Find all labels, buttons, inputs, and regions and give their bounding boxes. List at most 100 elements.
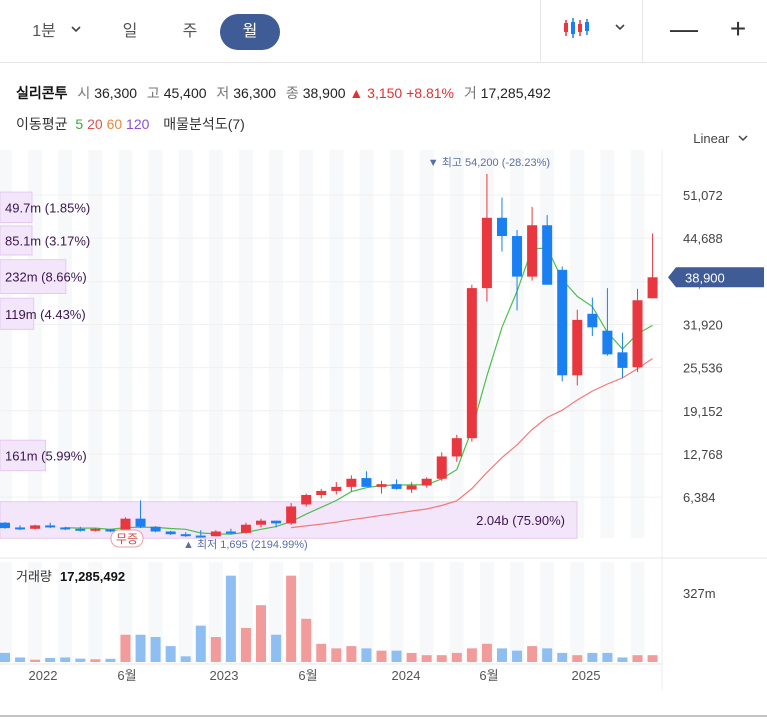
candle-body (45, 525, 56, 528)
candle-body (376, 484, 387, 487)
grid-column (510, 562, 525, 662)
candle-body (466, 288, 477, 439)
candle-body (195, 535, 206, 538)
candle-body (406, 485, 417, 490)
candle-body (587, 313, 598, 328)
grid-column (419, 150, 434, 538)
candle-body (481, 217, 492, 289)
candle-body (301, 494, 312, 505)
candle-body (120, 518, 131, 531)
candle-body (225, 531, 236, 534)
grid-column (389, 150, 404, 538)
candle-body (135, 518, 146, 527)
event-badge (110, 529, 144, 548)
x-tick-label: 6월 (298, 668, 317, 683)
grid-column (58, 150, 73, 538)
volume-panel-label: 거래량 (16, 569, 52, 584)
chevron-down-icon[interactable] (614, 21, 626, 36)
volume-bar (647, 655, 658, 662)
price-profile-bar (0, 225, 33, 256)
volume-bar (180, 656, 191, 662)
volume-bar (135, 634, 146, 662)
candlestick-icon[interactable] (560, 14, 592, 48)
price-profile-bar (0, 439, 47, 472)
ma-20[interactable]: 20 (87, 116, 103, 132)
y-tick-label: 19,152 (683, 404, 723, 419)
volume-bar (90, 659, 101, 662)
grid-column (510, 150, 525, 538)
candle-body (286, 506, 297, 524)
volume-bar (496, 648, 507, 662)
low-label: 저 (216, 85, 230, 101)
volume-bar (527, 646, 538, 662)
candle-body (0, 522, 10, 529)
grid-column (88, 562, 103, 662)
grid-column (570, 150, 585, 538)
scale-selector[interactable]: Linear (693, 131, 749, 146)
grid-column (208, 150, 223, 538)
price-profile-bar (0, 191, 33, 224)
volume-bar (617, 657, 628, 662)
candle-body (165, 531, 176, 535)
price-profile-bar (0, 259, 67, 295)
tab-month[interactable]: 월 (220, 14, 280, 50)
ma-5[interactable]: 5 (75, 116, 84, 132)
volume-bar (376, 650, 387, 662)
zoom-in-button[interactable]: + (729, 13, 747, 44)
volume-bar (481, 643, 492, 662)
divider (642, 0, 643, 62)
ma5-line (65, 247, 653, 535)
x-tick-label: 2024 (392, 668, 421, 683)
candle-body (331, 486, 342, 491)
high-note: ▼ 최고 54,200 (-28.23%) (428, 156, 550, 169)
candle-body (361, 478, 372, 487)
volume-bar (436, 655, 447, 662)
stock-summary: 실리콘투 시 36,300 고 45,400 저 36,300 종 38,900… (16, 83, 551, 103)
price-profile-label: 2.04b (75.90%) (476, 513, 565, 528)
price-profile-label: 49.7m (1.85%) (5, 200, 90, 215)
current-price-badge (668, 267, 764, 288)
x-tick-label: 6월 (479, 668, 498, 683)
grid-column (208, 562, 223, 662)
change-value: 3,150 (367, 85, 403, 101)
ma-60[interactable]: 60 (106, 116, 123, 132)
tab-interval[interactable]: 1분 (32, 23, 56, 40)
tab-week[interactable]: 주 (182, 23, 198, 40)
grid-column (118, 150, 133, 538)
grid-column (389, 562, 404, 662)
candle-body (256, 520, 267, 525)
grid-column (359, 150, 374, 538)
tab-day[interactable]: 일 (122, 23, 138, 40)
ma-label: 이동평균 (16, 116, 68, 132)
x-tick-label: 2023 (210, 668, 239, 683)
low-note: ▲ 최저 1,695 (2194.99%) (183, 538, 308, 551)
volume-bar (240, 627, 251, 662)
y-tick-label: 25,536 (683, 361, 723, 376)
high-value: 45,400 (163, 85, 207, 101)
chevron-down-icon[interactable] (70, 23, 82, 38)
candle-body (421, 478, 432, 486)
volume-bar (466, 648, 477, 662)
price-profile-toggle[interactable]: 매물분석도(7) (163, 116, 245, 132)
zoom-out-button[interactable]: — (670, 13, 698, 44)
volume-bar (406, 652, 417, 662)
grid-column (238, 150, 253, 538)
volume-bar (165, 646, 176, 662)
volume-value: 17,285,492 (480, 85, 551, 101)
volume-label: 거 (463, 85, 477, 101)
grid-column (329, 562, 344, 662)
grid-column (540, 150, 555, 538)
ma-120[interactable]: 120 (126, 116, 150, 132)
volume-bar (271, 634, 282, 662)
candle-body (210, 531, 221, 537)
scale-label: Linear (693, 131, 730, 146)
price-profile-bar (0, 297, 35, 330)
grid-column (269, 562, 284, 662)
x-tick-label: 2022 (29, 668, 58, 683)
volume-bar (15, 657, 26, 662)
grid-column (269, 150, 284, 538)
candle-body (316, 490, 327, 495)
stock-name: 실리콘투 (16, 85, 68, 101)
candle-body (557, 269, 568, 376)
